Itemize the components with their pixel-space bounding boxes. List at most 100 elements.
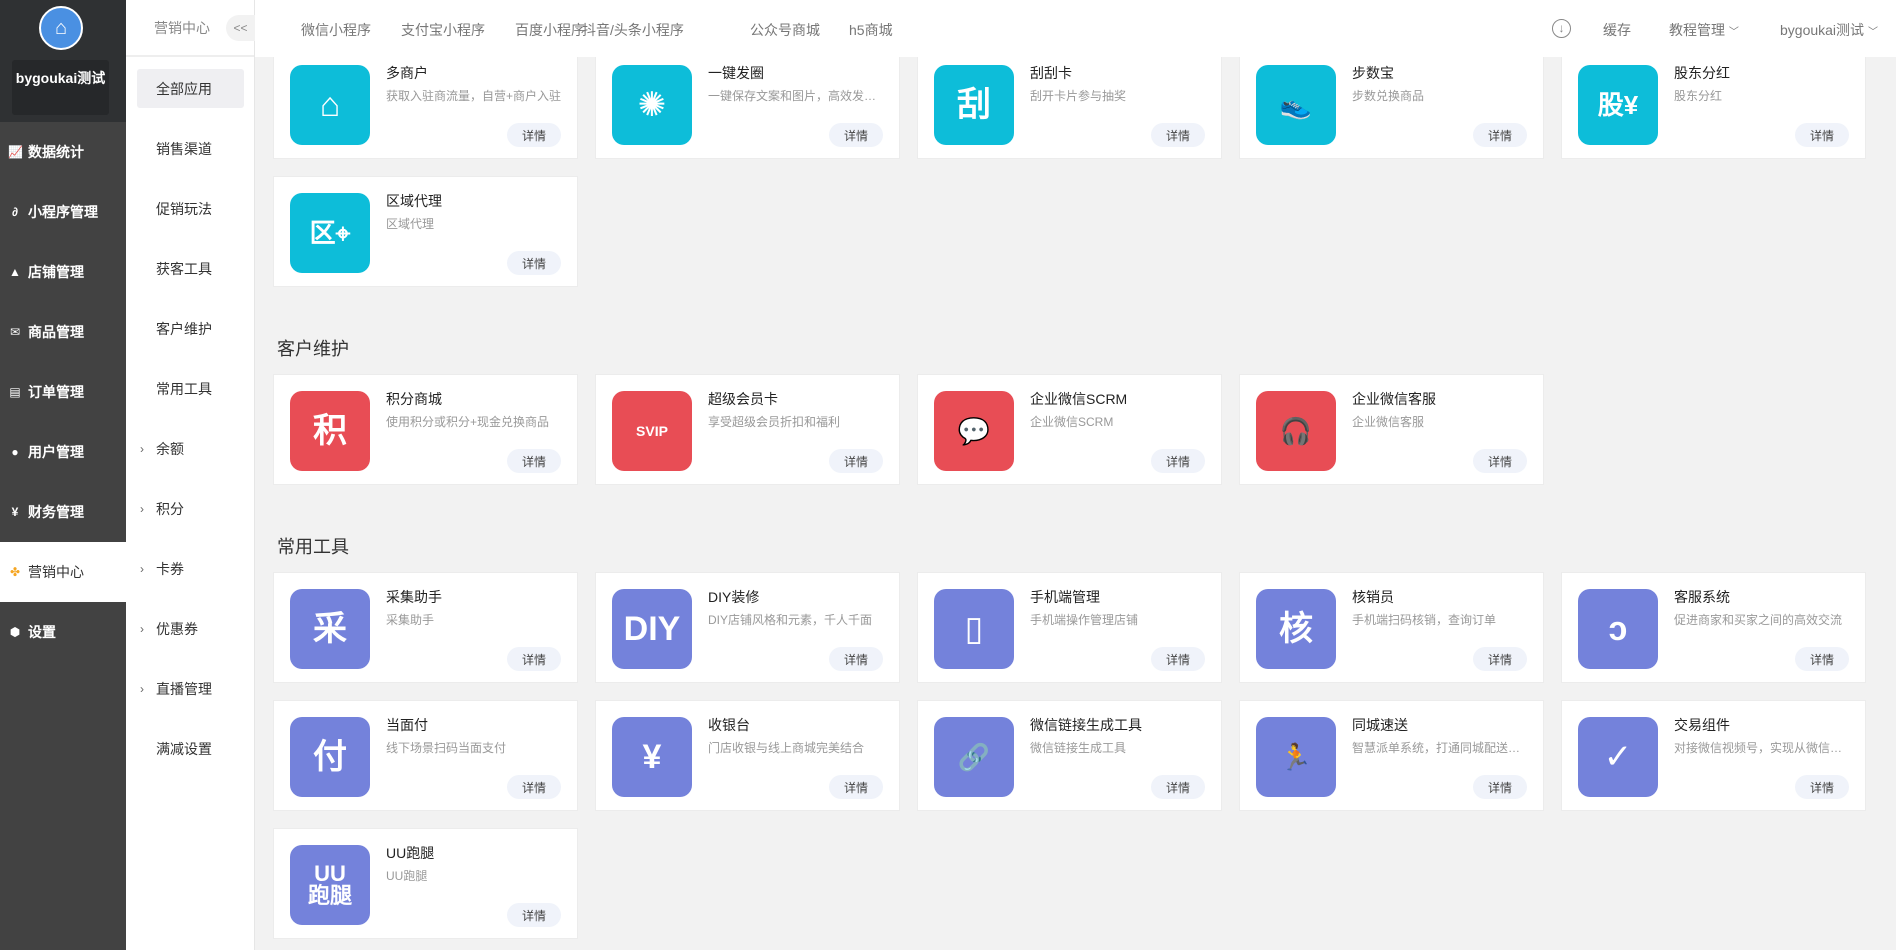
- shop-icon: ▲: [9, 265, 21, 279]
- details-button[interactable]: 详情: [1795, 647, 1849, 671]
- subnav-item[interactable]: 满减设置: [137, 729, 244, 768]
- details-button[interactable]: 详情: [1473, 647, 1527, 671]
- sidebar-item-8[interactable]: ⬢ 设置: [0, 602, 126, 662]
- sidebar-item-2[interactable]: ▲ 店铺管理: [0, 242, 126, 302]
- details-button[interactable]: 详情: [829, 775, 883, 799]
- chevron-down-icon: ﹀: [1867, 27, 1878, 38]
- details-button[interactable]: 详情: [1151, 775, 1205, 799]
- subnav-item-label: 获客工具: [156, 260, 212, 277]
- details-button[interactable]: 详情: [829, 449, 883, 473]
- app-card[interactable]: 👟 步数宝 步数兑换商品 详情: [1239, 57, 1544, 159]
- runner-icon: 🏃: [1256, 717, 1336, 797]
- app-card[interactable]: 🎧 企业微信客服 企业微信客服 详情: [1239, 374, 1544, 485]
- app-title: 交易组件: [1674, 717, 1730, 733]
- app-card[interactable]: 积 积分商城 使用积分或积分+现金兑换商品 详情: [273, 374, 578, 485]
- cache-button[interactable]: 缓存: [1603, 22, 1631, 38]
- subnav-item[interactable]: 全部应用: [137, 69, 244, 108]
- collapse-button[interactable]: <<: [226, 15, 255, 41]
- platform-tab[interactable]: 微信小程序: [301, 22, 371, 38]
- subnav-item[interactable]: › 积分: [137, 489, 244, 528]
- trade-component-icon: ✓: [1578, 717, 1658, 797]
- sidebar-brand: ⌂ bygoukai测试: [0, 0, 126, 122]
- chevron-right-icon: ›: [140, 621, 144, 636]
- details-button[interactable]: 详情: [1151, 647, 1205, 671]
- sidebar-item-3[interactable]: ✉ 商品管理: [0, 302, 126, 362]
- platform-tab[interactable]: 百度小程序: [515, 22, 585, 38]
- app-card[interactable]: ¥ 收银台 门店收银与线上商城完美结合 详情: [595, 700, 900, 811]
- app-card[interactable]: 区⌖ 区域代理 区域代理 详情: [273, 176, 578, 287]
- app-card[interactable]: 🔗 微信链接生成工具 微信链接生成工具 详情: [917, 700, 1222, 811]
- app-card[interactable]: UU跑腿 UU跑腿 UU跑腿 详情: [273, 828, 578, 939]
- subnav-item[interactable]: 获客工具: [137, 249, 244, 288]
- main-sidebar: ⌂ bygoukai测试 📈 数据统计 ∂ 小程序管理 ▲ 店铺管理 ✉ 商品管理 ▤ 订单管理 ●…: [0, 0, 126, 950]
- app-title: DIY装修: [708, 589, 760, 605]
- details-button[interactable]: 详情: [507, 251, 561, 275]
- tutorial-menu[interactable]: 教程管理 ﹀: [1669, 20, 1739, 40]
- subnav-item[interactable]: 促销玩法: [137, 189, 244, 228]
- platform-tab[interactable]: 公众号商城: [750, 22, 820, 38]
- sidebar-item-5[interactable]: ● 用户管理: [0, 422, 126, 482]
- app-card[interactable]: 💬 企业微信SCRM 企业微信SCRM 详情: [917, 374, 1222, 485]
- app-card[interactable]: 付 当面付 线下场景扫码当面支付 详情: [273, 700, 578, 811]
- details-button[interactable]: 详情: [507, 123, 561, 147]
- user-menu[interactable]: bygoukai测试 ﹀: [1780, 20, 1878, 40]
- app-card[interactable]: 🏃 同城速送 智慧派单系统，打通同城配送… 详情: [1239, 700, 1544, 811]
- subnav-item[interactable]: › 余额: [137, 429, 244, 468]
- details-button[interactable]: 详情: [507, 449, 561, 473]
- top-header: 微信小程序 支付宝小程序 百度小程序 抖音/头条小程序 公众号商城 h5商城 ↓ 缓存 教…: [255, 0, 1896, 57]
- app-description: 手机端操作管理店铺: [1030, 613, 1139, 627]
- details-button[interactable]: 详情: [829, 647, 883, 671]
- download-icon[interactable]: ↓: [1552, 19, 1571, 38]
- details-button[interactable]: 详情: [829, 123, 883, 147]
- sidebar-item-label: 小程序管理: [28, 204, 98, 220]
- subnav-item[interactable]: › 卡券: [137, 549, 244, 588]
- platform-tab[interactable]: 支付宝小程序: [401, 22, 485, 38]
- subnav-item[interactable]: 销售渠道: [137, 129, 244, 168]
- details-button[interactable]: 详情: [507, 903, 561, 927]
- settings-icon: ⬢: [9, 625, 21, 639]
- subnav-item[interactable]: 常用工具: [137, 369, 244, 408]
- details-button[interactable]: 详情: [1795, 775, 1849, 799]
- app-description: 智慧派单系统，打通同城配送…: [1352, 741, 1521, 755]
- subnav-item-label: 积分: [156, 500, 184, 517]
- app-card[interactable]: ↄ 客服系统 促进商家和买家之间的高效交流 详情: [1561, 572, 1866, 683]
- subnav-item-label: 满减设置: [156, 740, 212, 757]
- app-card[interactable]: 核 核销员 手机端扫码核销，查询订单 详情: [1239, 572, 1544, 683]
- subnav-item-label: 全部应用: [156, 80, 212, 97]
- details-button[interactable]: 详情: [1151, 123, 1205, 147]
- platform-tab[interactable]: h5商城: [849, 22, 893, 38]
- details-button[interactable]: 详情: [1473, 123, 1527, 147]
- app-card[interactable]: 刮 刮刮卡 刮开卡片参与抽奖 详情: [917, 57, 1222, 159]
- sidebar-item-1[interactable]: ∂ 小程序管理: [0, 182, 126, 242]
- platform-tab[interactable]: 抖音/头条小程序: [582, 22, 684, 38]
- subnav-item[interactable]: › 优惠券: [137, 609, 244, 648]
- details-button[interactable]: 详情: [1473, 775, 1527, 799]
- sidebar-item-4[interactable]: ▤ 订单管理: [0, 362, 126, 422]
- app-card[interactable]: ▯ 手机端管理 手机端操作管理店铺 详情: [917, 572, 1222, 683]
- subnav-item[interactable]: 客户维护: [137, 309, 244, 348]
- app-card[interactable]: DIY DIY装修 DIY店铺风格和元素，千人千面 详情: [595, 572, 900, 683]
- sidebar-item-7[interactable]: ✤ 营销中心: [0, 542, 126, 602]
- details-button[interactable]: 详情: [1795, 123, 1849, 147]
- subnav-item[interactable]: › 直播管理: [137, 669, 244, 708]
- app-card[interactable]: ⌂ 多商户 获取入驻商流量，自营+商户入驻 详情: [273, 57, 578, 159]
- shop-logo-icon[interactable]: ⌂: [39, 6, 83, 50]
- app-description: 区域代理: [386, 217, 435, 231]
- app-card[interactable]: 股¥ 股东分红 股东分红 详情: [1561, 57, 1866, 159]
- app-card[interactable]: ✓ 交易组件 对接微信视频号，实现从微信… 详情: [1561, 700, 1866, 811]
- cashier-icon: ¥: [612, 717, 692, 797]
- details-button[interactable]: 详情: [1151, 449, 1205, 473]
- tutorial-label: 教程管理: [1669, 22, 1725, 38]
- sidebar-item-0[interactable]: 📈 数据统计: [0, 122, 126, 182]
- app-title: 手机端管理: [1030, 589, 1100, 605]
- aperture-icon: ✺: [612, 65, 692, 145]
- app-card[interactable]: ✺ 一键发圈 一键保存文案和图片，高效发… 详情: [595, 57, 900, 159]
- app-card[interactable]: SVIP 超级会员卡 享受超级会员折扣和福利 详情: [595, 374, 900, 485]
- sidebar-item-label: 店铺管理: [28, 264, 84, 280]
- details-button[interactable]: 详情: [507, 775, 561, 799]
- app-card[interactable]: 采 采集助手 采集助手 详情: [273, 572, 578, 683]
- app-description: 股东分红: [1674, 89, 1723, 103]
- details-button[interactable]: 详情: [1473, 449, 1527, 473]
- sidebar-item-6[interactable]: ¥ 财务管理: [0, 482, 126, 542]
- details-button[interactable]: 详情: [507, 647, 561, 671]
